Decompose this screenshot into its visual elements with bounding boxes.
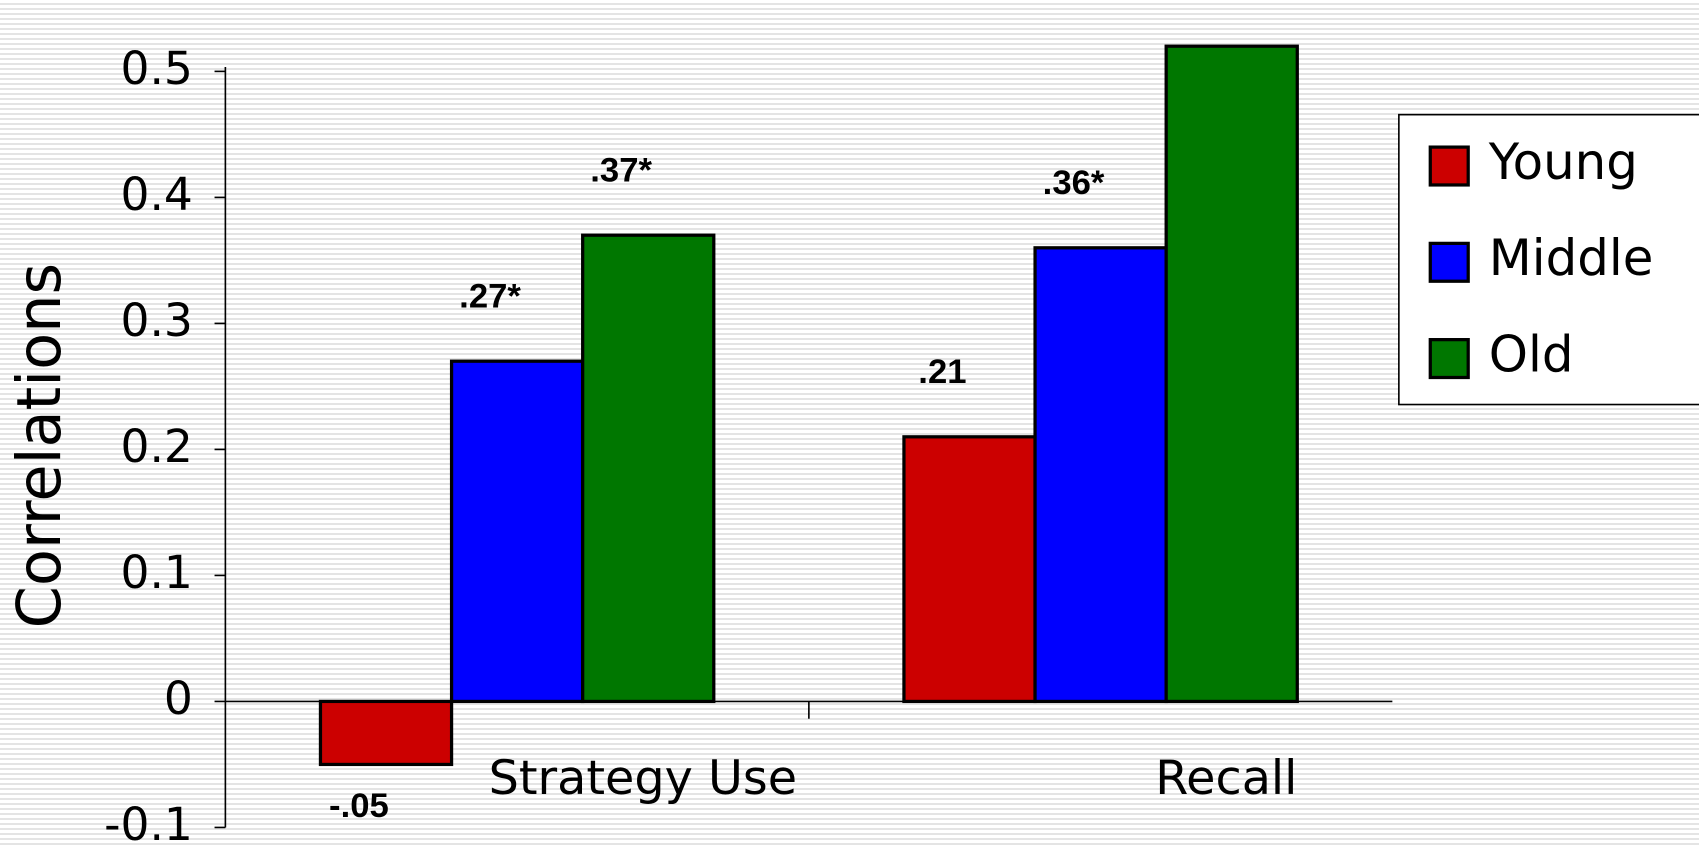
legend-swatch xyxy=(1428,145,1470,187)
bar xyxy=(902,435,1037,704)
y-tick-label: 0.5 xyxy=(121,42,193,95)
bar xyxy=(449,359,585,704)
y-tick-label: 0.2 xyxy=(121,420,193,473)
y-tick-label: 0.4 xyxy=(121,168,193,221)
legend-label: Young xyxy=(1488,133,1638,191)
bar xyxy=(1033,246,1168,704)
y-axis-label: Correlations xyxy=(5,263,75,628)
bar xyxy=(318,699,454,767)
value-label: -.05 xyxy=(329,787,389,825)
value-label: .52* xyxy=(1174,0,1236,1)
legend-label: Middle xyxy=(1489,229,1654,287)
legend-swatch xyxy=(1428,241,1470,283)
legend-swatch xyxy=(1428,338,1470,380)
value-label: .27* xyxy=(459,278,521,316)
x-tick-label: Strategy Use xyxy=(489,751,797,806)
bar xyxy=(1164,44,1299,704)
legend-label: Old xyxy=(1489,326,1574,384)
y-tick-label: -0.1 xyxy=(104,798,193,848)
y-tick-label: 0.3 xyxy=(121,294,193,347)
x-tick-label: Recall xyxy=(1155,751,1297,806)
value-label: .36* xyxy=(1043,164,1105,202)
y-tick-label: 0.1 xyxy=(121,546,193,599)
value-label: .37* xyxy=(590,152,652,190)
value-label: .21 xyxy=(918,353,966,391)
bar xyxy=(581,233,716,704)
y-tick-label: 0 xyxy=(164,672,193,725)
